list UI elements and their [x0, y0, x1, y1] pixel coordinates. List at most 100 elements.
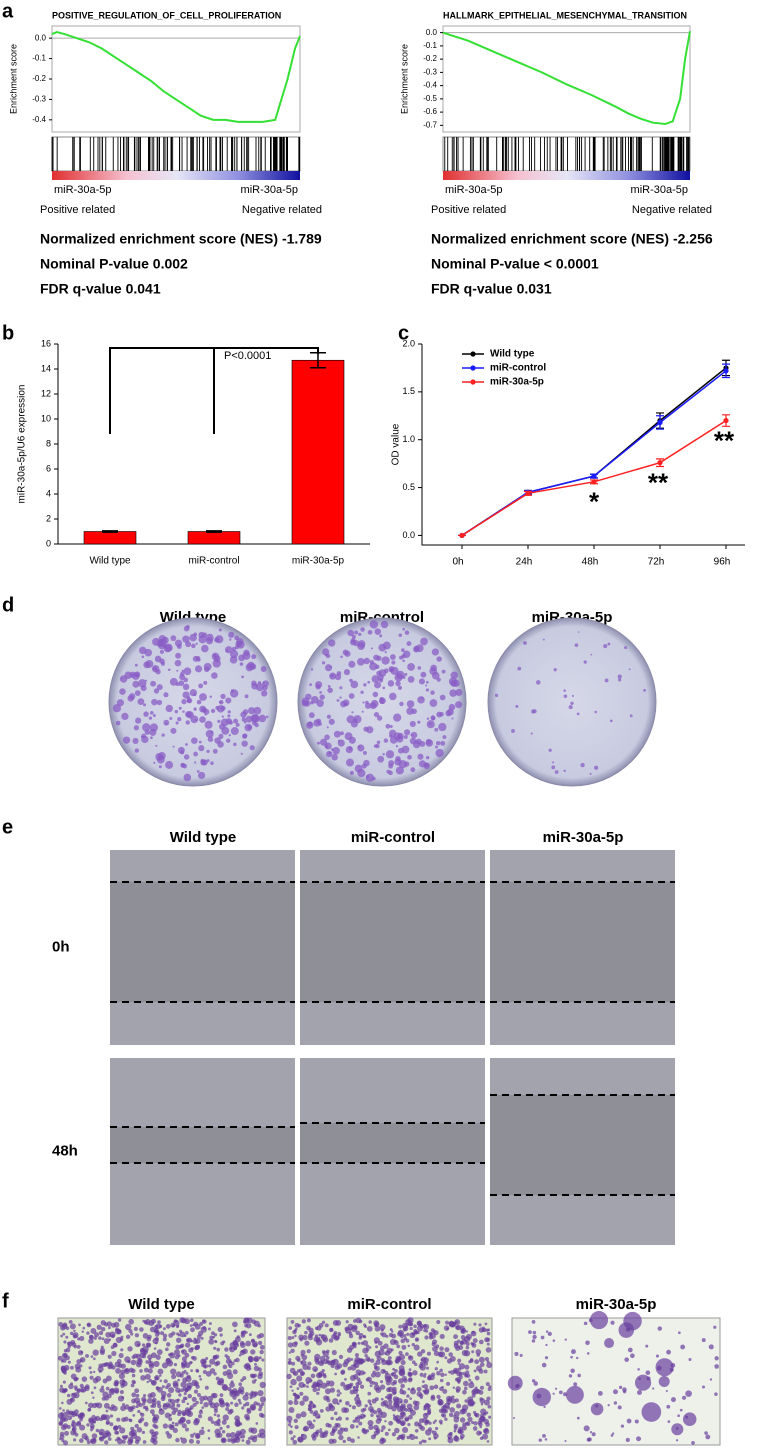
colony — [629, 714, 633, 718]
cell — [325, 1355, 330, 1360]
cell — [296, 1369, 301, 1373]
cell — [196, 1439, 201, 1444]
colony — [423, 762, 430, 770]
cell — [545, 1330, 549, 1333]
cell — [408, 1414, 413, 1420]
colony — [563, 689, 566, 692]
colony — [426, 717, 430, 720]
cell — [221, 1429, 226, 1434]
cell — [655, 1358, 674, 1377]
cell — [473, 1421, 478, 1426]
cell — [485, 1381, 490, 1387]
cell — [436, 1394, 441, 1400]
barcode-frame — [51, 136, 301, 172]
cell — [183, 1369, 187, 1373]
cell — [352, 1342, 357, 1347]
cell — [538, 1438, 542, 1442]
cell — [458, 1371, 463, 1376]
cell — [420, 1396, 423, 1400]
cell — [89, 1370, 93, 1374]
cell — [163, 1379, 168, 1384]
annotation: miR-30a-5p — [445, 184, 502, 196]
cell — [355, 1425, 359, 1429]
cell — [244, 1413, 250, 1420]
cell — [478, 1368, 484, 1374]
colony — [121, 712, 129, 721]
colony — [193, 707, 197, 711]
cell — [485, 1347, 492, 1353]
cell — [168, 1417, 173, 1422]
colony — [372, 691, 379, 698]
cell-layer — [490, 1195, 675, 1245]
cell — [328, 1338, 334, 1343]
cell — [473, 1322, 477, 1326]
cell — [345, 1417, 349, 1421]
colony — [203, 680, 208, 685]
cell — [169, 1398, 176, 1405]
colony — [122, 736, 131, 744]
colony — [230, 727, 239, 736]
legend-label: miR-30a-5p — [490, 377, 544, 388]
cell — [201, 1426, 204, 1430]
cell — [319, 1428, 323, 1431]
cell — [66, 1341, 71, 1346]
cell — [373, 1337, 380, 1344]
cell — [70, 1339, 76, 1345]
cell — [69, 1331, 74, 1336]
cell — [347, 1383, 353, 1389]
colony — [217, 741, 224, 748]
cell — [296, 1387, 300, 1391]
colony — [135, 717, 142, 724]
colony — [391, 660, 396, 665]
colony — [583, 660, 587, 664]
cell — [368, 1346, 372, 1349]
cell — [321, 1350, 326, 1354]
colony — [319, 694, 325, 700]
colony — [201, 707, 207, 713]
cell — [333, 1411, 338, 1416]
cell — [321, 1320, 326, 1325]
colony — [384, 651, 387, 654]
colony — [165, 722, 168, 725]
cell — [181, 1399, 186, 1404]
y-tick-label: 0.5 — [402, 482, 415, 492]
cell — [464, 1399, 468, 1403]
cell — [294, 1322, 300, 1328]
cell — [225, 1403, 230, 1408]
cell — [293, 1329, 297, 1333]
cell — [341, 1407, 347, 1413]
cell — [358, 1421, 363, 1426]
cell — [294, 1425, 299, 1430]
cell — [634, 1419, 639, 1424]
cell — [702, 1385, 706, 1389]
cell — [304, 1340, 310, 1346]
colony — [141, 655, 145, 659]
cell — [465, 1370, 470, 1375]
cell — [290, 1320, 295, 1324]
cell — [257, 1367, 262, 1372]
cell — [466, 1412, 472, 1418]
cell — [464, 1364, 470, 1370]
cell — [66, 1424, 71, 1429]
cell — [105, 1375, 112, 1382]
cell — [413, 1344, 420, 1351]
cell — [145, 1360, 150, 1364]
colony — [358, 632, 362, 637]
cell — [295, 1355, 301, 1361]
cell — [424, 1421, 429, 1426]
colony — [425, 688, 430, 692]
cell — [259, 1332, 265, 1338]
y-tick-label: 0.0 — [35, 33, 47, 42]
colony — [340, 655, 343, 658]
colony — [603, 644, 608, 649]
cell — [514, 1351, 519, 1357]
colony — [417, 753, 424, 760]
cell — [245, 1439, 251, 1445]
cell — [479, 1385, 485, 1390]
colony — [420, 671, 427, 678]
cell — [478, 1323, 482, 1327]
cell — [375, 1414, 379, 1418]
colony — [370, 699, 379, 708]
colony — [244, 694, 249, 699]
cell — [670, 1362, 676, 1368]
